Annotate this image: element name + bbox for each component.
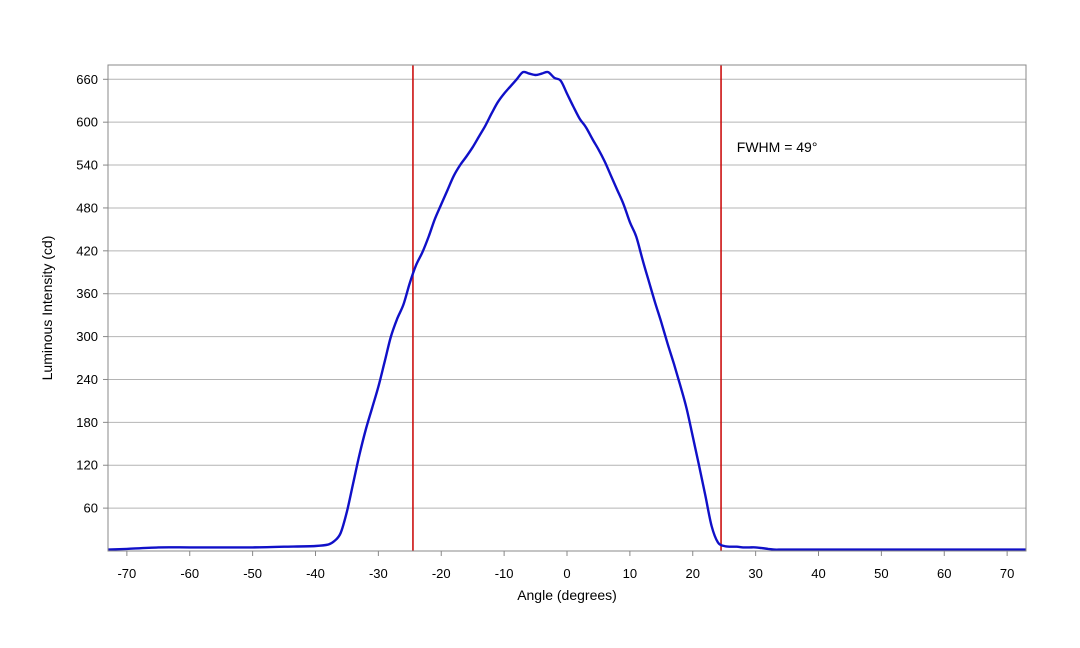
- y-tick-label: 480: [76, 200, 98, 215]
- x-tick-label: 60: [937, 566, 951, 581]
- x-tick-label: 70: [1000, 566, 1014, 581]
- x-tick-label: -40: [306, 566, 325, 581]
- y-tick-label: 60: [84, 501, 98, 516]
- x-tick-label: 50: [874, 566, 888, 581]
- y-tick-label: 120: [76, 458, 98, 473]
- x-tick-label: 20: [686, 566, 700, 581]
- y-tick-label: 420: [76, 243, 98, 258]
- x-axis-title: Angle (degrees): [517, 587, 617, 603]
- series-layer: [107, 70, 1026, 551]
- x-tick-label: -70: [117, 566, 136, 581]
- fwhm-annotation: FWHM = 49°: [737, 139, 818, 155]
- y-tick-label: 540: [76, 158, 98, 173]
- x-tick-label: -10: [495, 566, 514, 581]
- x-tick-label: 0: [563, 566, 570, 581]
- y-axis-title: Luminous Intensity (cd): [39, 236, 55, 381]
- x-tick-label: 10: [623, 566, 637, 581]
- y-axis-ticks: 60 120 180 240 300 360 420 480 540 600 660: [76, 72, 108, 516]
- x-tick-label: -50: [243, 566, 262, 581]
- y-tick-label: 600: [76, 115, 98, 130]
- plot-frame: [107, 64, 1027, 552]
- y-tick-label: 240: [76, 372, 98, 387]
- x-tick-label: -20: [432, 566, 451, 581]
- gridlines: [108, 78, 1026, 509]
- x-tick-label: 40: [811, 566, 825, 581]
- y-tick-label: 180: [76, 415, 98, 430]
- y-tick-label: 660: [76, 72, 98, 87]
- x-axis-ticks: -70 -60 -50 -40 -30 -20 -10 0 10 20 30 40 50 60 70: [117, 551, 1014, 581]
- y-tick-label: 300: [76, 329, 98, 344]
- annotations: FWHM = 49°: [737, 139, 818, 155]
- intensity-series-line: [107, 70, 1026, 551]
- x-tick-label: -60: [180, 566, 199, 581]
- reference-lines: [412, 65, 722, 551]
- x-tick-label: -30: [369, 566, 388, 581]
- x-tick-label: 30: [748, 566, 762, 581]
- y-tick-label: 360: [76, 286, 98, 301]
